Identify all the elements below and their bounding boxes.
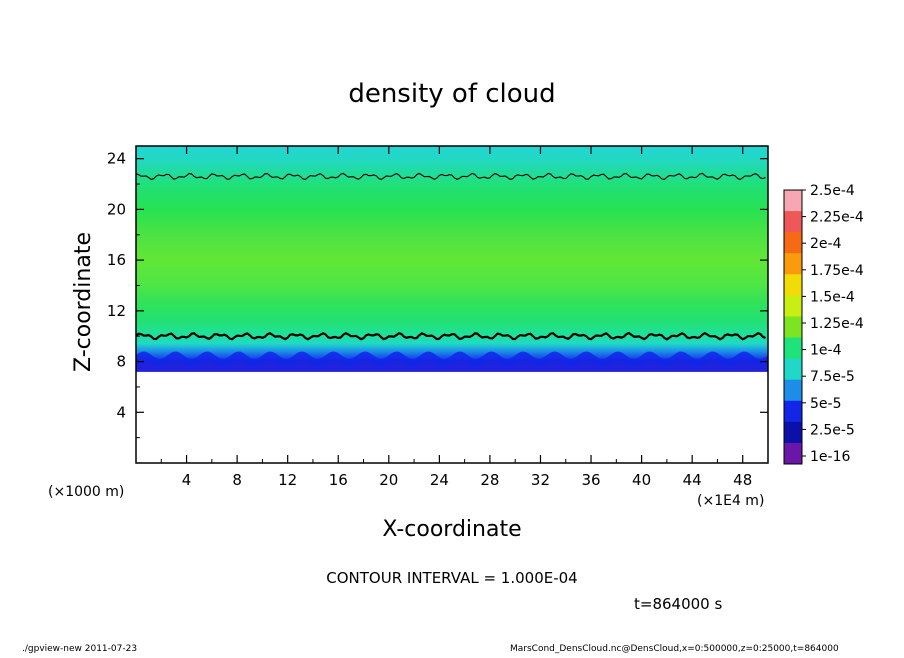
cloud-base-blue-band — [136, 351, 768, 372]
colorbar-swatch — [784, 442, 802, 465]
y-tick-label: 24 — [107, 150, 126, 168]
y-tick-label: 12 — [107, 302, 126, 320]
x-tick-label: 36 — [581, 471, 600, 489]
colorbar-label: 1.25e-4 — [810, 316, 864, 332]
contour-line — [135, 331, 766, 341]
x-tick-label: 32 — [531, 471, 550, 489]
x-tick-label: 40 — [632, 471, 651, 489]
colorbar-swatch — [784, 232, 802, 254]
footer-right: MarsCond_DensCloud.nc@DensCloud,x=0:5000… — [510, 644, 839, 654]
x-tick-label: 4 — [182, 471, 192, 489]
x-tick-label: 8 — [232, 471, 242, 489]
x-tick-label: 12 — [278, 471, 297, 489]
y-axis-ticks: 4 8 12 16 20 24 — [107, 150, 768, 439]
colorbar-label: 1.75e-4 — [810, 263, 864, 279]
x-axis-ticks: 4 8 12 16 20 24 28 32 36 40 44 48 — [160, 146, 752, 489]
colorbar-swatch — [784, 400, 802, 423]
x-tick-label: 28 — [480, 471, 499, 489]
x-unit-label: (×1E4 m) — [697, 493, 764, 509]
contour-interval-text: CONTOUR INTERVAL = 1.000E-04 — [326, 569, 577, 587]
y-tick-label: 16 — [107, 251, 126, 269]
colorbar-swatch — [784, 358, 802, 381]
colorbar-label: 2e-4 — [810, 236, 842, 252]
x-tick-label: 20 — [379, 471, 398, 489]
colorbar-swatch — [784, 190, 802, 212]
colorbar-swatch — [784, 379, 802, 402]
colorbar-swatch — [784, 316, 802, 339]
plot-frame — [135, 145, 769, 464]
colorbar-swatch — [784, 274, 802, 296]
x-tick-label: 48 — [733, 471, 752, 489]
x-tick-label: 24 — [430, 471, 449, 489]
colorbar-swatch — [784, 211, 802, 233]
colorbar-label: 2.5e-5 — [810, 422, 855, 438]
footer-left: ./gpview-new 2011-07-23 — [22, 644, 137, 654]
chart-title: density of cloud — [348, 79, 555, 109]
y-tick-label: 4 — [116, 403, 126, 421]
time-label: t=864000 s — [634, 595, 722, 613]
colorbar-label: 1e-4 — [810, 343, 842, 359]
colorbar-label: 1e-16 — [810, 449, 850, 465]
colorbar-label: 7.5e-5 — [810, 369, 855, 385]
colorbar-swatch — [784, 421, 802, 444]
colorbar-swatch — [784, 337, 802, 360]
x-axis-title: X-coordinate — [382, 517, 521, 542]
colorbar-frame — [783, 189, 803, 465]
colorbar-label: 5e-5 — [810, 396, 841, 412]
colorbar-label: 2.5e-4 — [810, 183, 855, 199]
colorbar-swatch — [784, 295, 802, 317]
y-tick-label: 8 — [116, 353, 126, 371]
contour-line — [135, 172, 766, 181]
y-unit-label: (×1000 m) — [48, 484, 124, 500]
contour-lines — [135, 172, 766, 341]
x-tick-label: 44 — [683, 471, 702, 489]
colorbar-swatch — [784, 253, 802, 275]
y-tick-label: 20 — [107, 200, 126, 218]
x-tick-label: 16 — [329, 471, 348, 489]
colorbar-label: 2.25e-4 — [810, 210, 864, 226]
colorbar: 2.5e-4 2.25e-4 2e-4 1.75e-4 1.5e-4 1.25e-4 1e-… — [783, 183, 864, 465]
y-axis-title: Z-coordinate — [71, 232, 96, 372]
colorbar-label: 1.5e-4 — [810, 289, 855, 305]
